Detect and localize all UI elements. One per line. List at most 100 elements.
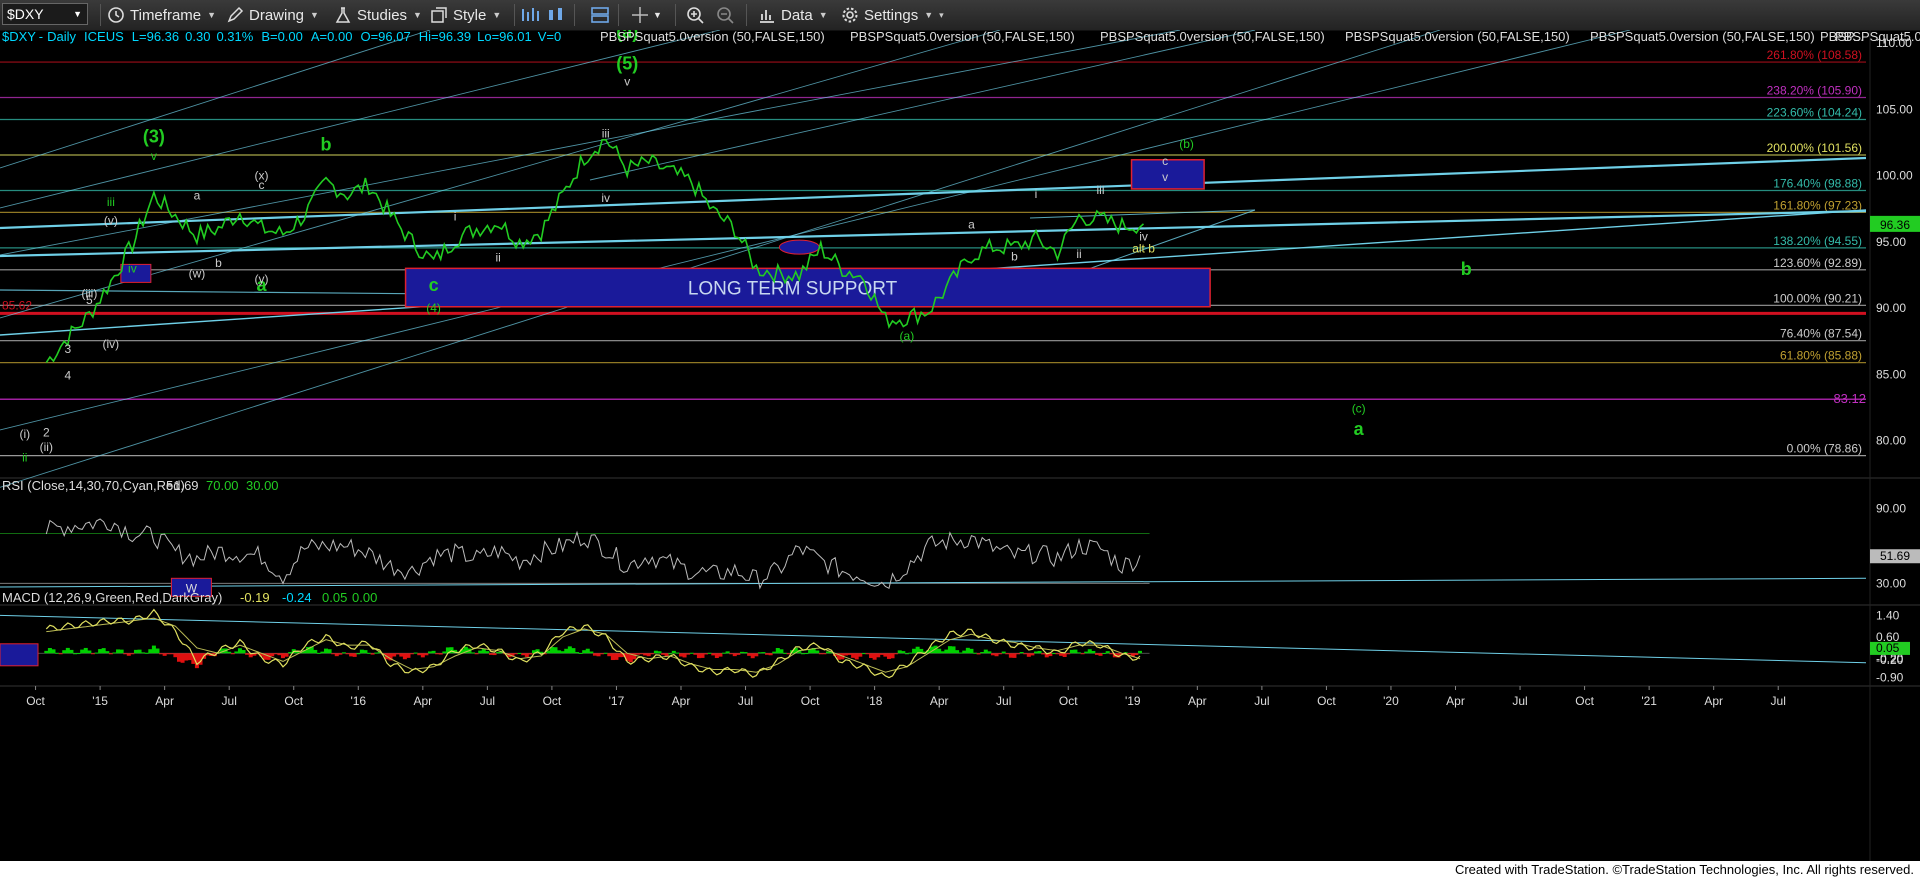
macd-histogram-bar [793,647,798,654]
timeframe-menu[interactable]: Timeframe ▼ [107,4,216,26]
macd-histogram-bar [1066,653,1071,655]
macd-histogram-bar [123,653,128,655]
legend-symbol: $DXY [2,30,36,44]
studies-menu[interactable]: Studies ▼ [334,4,422,26]
trendline [1029,209,1256,219]
macd-histogram-bar [313,649,318,654]
macd-histogram-bar [1080,653,1085,655]
macd-histogram-bar [836,653,841,660]
drawing-menu[interactable]: Drawing ▼ [226,4,319,26]
macd-header-value: -0.19 [240,590,270,605]
macd-histogram-bar [241,650,246,654]
macd-histogram-bar [894,653,899,655]
macd-histogram-bar [345,653,350,655]
macd-histogram-bar [1033,651,1038,654]
macd-trendline [0,614,1867,664]
wave-label: (w) [189,267,206,281]
wave-label: ii [495,251,500,265]
pencil-icon [227,6,244,23]
macd-histogram-bar [1077,652,1082,654]
macd-histogram-bar [187,653,192,661]
macd-histogram-bar [833,653,838,657]
study-header: PBSPSquat5.0version (50,FALSE,150) [1590,30,1815,44]
rsi-pane: RSI (Close,14,30,70,Cyan,Red)51.69 70.00 3… [0,478,1920,597]
macd-histogram-bar [596,653,601,657]
macd-histogram-bar [765,653,770,655]
macd-histogram-bar [929,646,934,654]
macd-histogram-bar [1116,653,1121,658]
macd-histogram-bar [485,651,490,654]
macd-histogram-bar [496,652,501,654]
macd-histogram-bar [76,653,81,655]
wave-label: b [215,256,222,270]
macd-histogram-bar [438,653,443,655]
chevron-down-icon[interactable]: ▼ [73,9,82,19]
time-tick-label: '19 [1125,694,1141,708]
data-icon [760,10,774,23]
rsi-tick-label: 90.00 [1876,501,1906,515]
chevron-down-icon[interactable]: ▼ [653,10,662,20]
macd-histogram-bar [815,650,820,654]
macd-histogram-bar [704,653,709,655]
macd-histogram-bar [585,648,590,654]
zoom-out-icon[interactable] [716,6,736,24]
macd-histogram-bar [1005,653,1010,655]
macd-histogram-bar [557,650,562,654]
time-tick-label: Apr [672,694,691,708]
macd-histogram-bar [435,653,440,655]
macd-histogram-bar [761,652,766,654]
macd-histogram-bar [937,648,942,654]
data-menu[interactable]: Data ▼ [758,4,828,26]
wave-label: (iii) [81,286,97,300]
macd-histogram-bar [797,649,802,654]
symbol-text: $DXY [7,6,44,22]
chart-canvas[interactable]: 110.00105.00100.0095.0090.0085.0080.0026… [0,30,1920,861]
macd-histogram-bar [804,653,809,655]
settings-menu[interactable]: Settings ▼ ▾ [841,4,944,26]
wave-label: (3) [143,127,165,147]
footer-credit: Created with TradeStation. ©TradeStation… [1454,862,1914,877]
macd-histogram-bar [668,653,673,655]
macd-histogram-bar [955,650,960,654]
time-tick-label: Jul [222,694,237,708]
macd-histogram-bar [757,652,762,654]
channel-line [0,30,1001,319]
macd-pane: MACD (12,26,9,Green,Red,DarkGray) -0.19 -0… [0,590,1910,685]
wave-label: (i) [19,427,30,441]
macd-histogram-bar [901,651,906,654]
macd-histogram-bar [280,653,285,659]
macd-histogram-bar [148,649,153,654]
symbol-input[interactable]: $DXY ▼ [2,3,88,25]
crosshair-icon[interactable] [630,6,650,24]
bar-chart-icon[interactable] [520,6,540,24]
layout-icon[interactable] [590,6,610,24]
macd-histogram-bar [87,650,92,654]
macd-histogram-bar [904,653,909,655]
macd-histogram-bar [169,653,174,655]
zoom-in-icon[interactable] [686,6,706,24]
chart-legend: $DXY - Daily ICEUS L=96.36 0.30 0.31% B=0.00 A=0… [2,30,1920,44]
time-tick-label: '21 [1641,694,1657,708]
macd-histogram-bar [65,647,70,654]
macd-histogram-bar [424,653,429,656]
macd-histogram-bar [392,653,397,657]
style-menu[interactable]: Style ▼ [430,4,501,26]
last-price-tag-bg [1870,215,1920,232]
chevron-down-icon: ▾ [939,9,944,20]
macd-histogram-bar [922,651,927,654]
macd-histogram-bar [402,653,407,660]
macd-histogram-bar [180,653,185,663]
legend-low: Lo=96.01 [477,30,532,44]
macd-histogram-bar [976,653,981,655]
macd-histogram-bar [105,651,110,654]
rsi-title: RSI (Close,14,30,70,Cyan,Red) [2,478,185,493]
macd-tick-label: -0.90 [1876,671,1904,685]
rsi-tick-label: 30.00 [1876,576,1906,590]
macd-marker-box [0,643,39,667]
trendline [0,156,1867,230]
candle-icon[interactable] [546,6,566,24]
rsi-marker-label: W [186,581,198,595]
time-tick-label: Jul [480,694,495,708]
time-tick-label: Apr [413,694,432,708]
macd-histogram-bar [865,653,870,655]
